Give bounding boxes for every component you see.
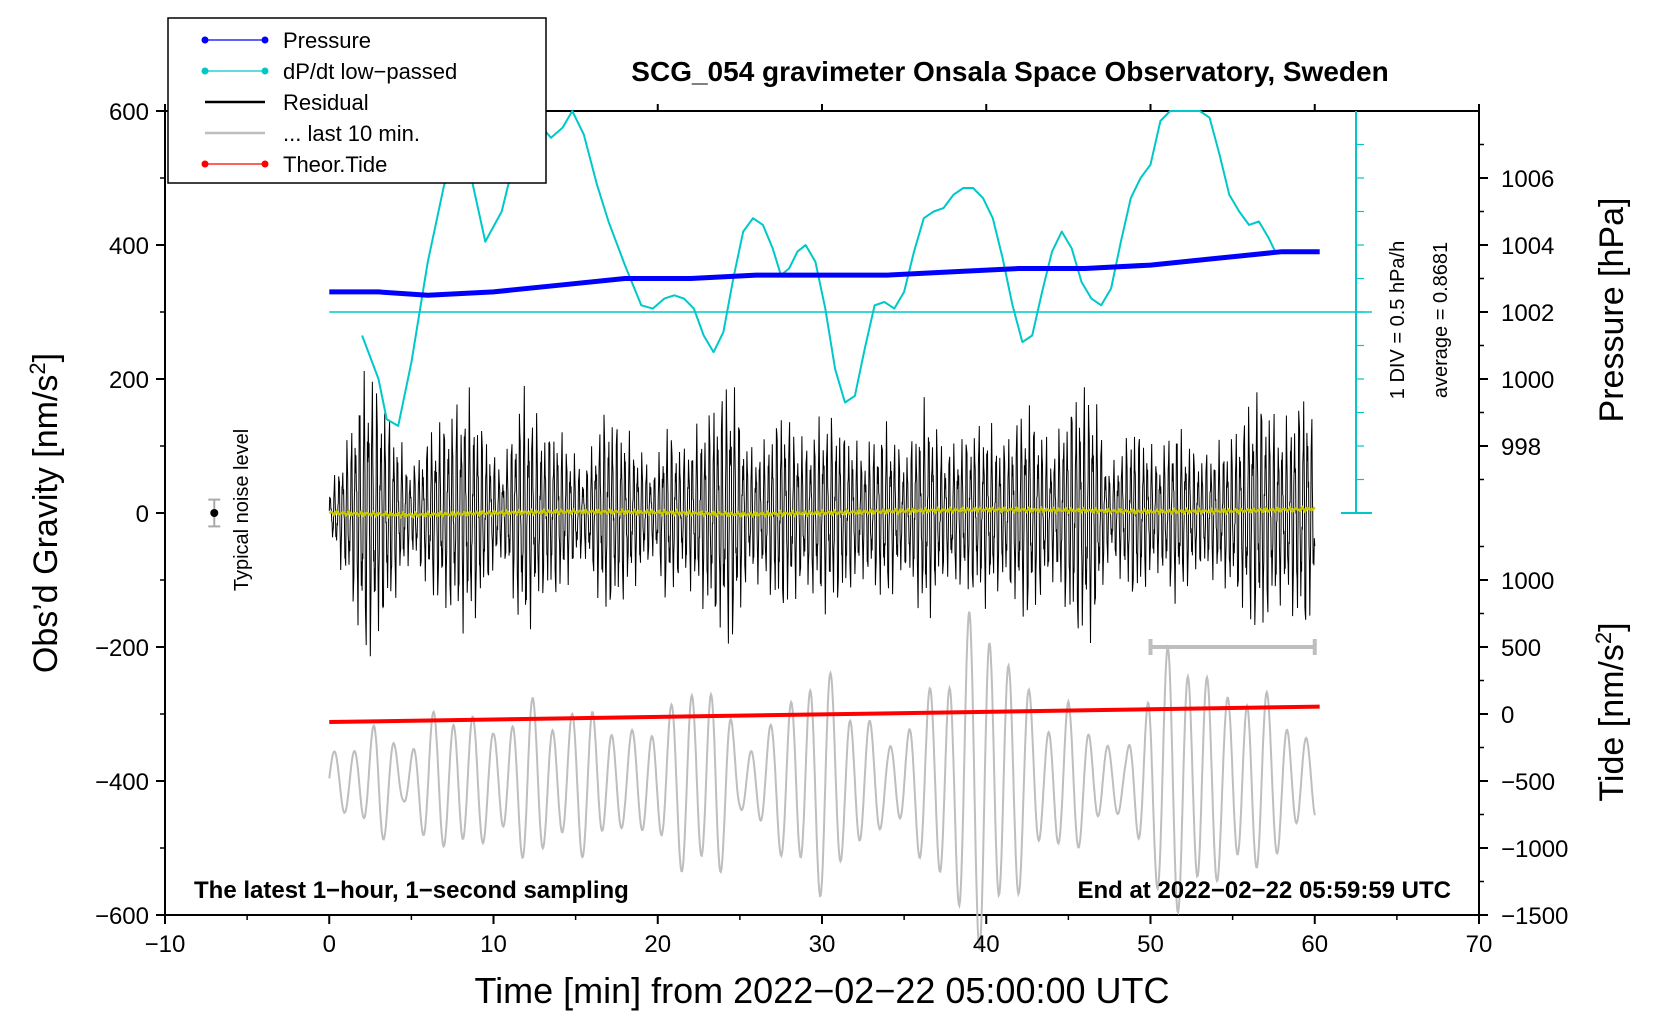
y-tick-label-4: −200	[95, 635, 149, 662]
legend-label-0: Pressure	[283, 28, 371, 53]
x-tick-label-0: −10	[145, 931, 186, 958]
dpdt-average-label: average = 0.8681	[1430, 242, 1452, 398]
x-tick-label-8: 70	[1466, 931, 1493, 958]
x-tick-label-6: 50	[1137, 931, 1164, 958]
x-tick-label-2: 10	[480, 931, 507, 958]
legend-label-1: dP/dt low−passed	[283, 59, 457, 84]
x-tick-label-7: 60	[1301, 931, 1328, 958]
pressure-tick-label-0: 1006	[1501, 166, 1554, 193]
legend-marker-left-4	[201, 160, 209, 168]
chart-title: SCG_054 gravimeter Onsala Space Observat…	[631, 56, 1388, 87]
pressure-tick-label-4: 998	[1501, 434, 1541, 461]
y-tick-label-3: 0	[136, 501, 149, 528]
pressure-line	[329, 249, 1320, 298]
pressure-axis-ticks: 1006 1004 1002 1000 998	[1479, 143, 1554, 481]
y-tick-label-1: 400	[109, 233, 149, 260]
legend-marker-right-4	[261, 160, 269, 168]
x-axis-title: Time [min] from 2022−02−22 05:00:00 UTC	[474, 970, 1169, 1011]
noise-level-label: Typical noise level	[231, 429, 253, 591]
legend-label-2: Residual	[283, 90, 369, 115]
tide-tick-label-1: 500	[1501, 635, 1541, 662]
y-axis-title: Obs’d Gravity [nm/s2]	[25, 353, 65, 673]
legend-label-4: Theor.Tide	[283, 152, 387, 177]
legend-marker-left-1	[201, 67, 209, 75]
theoretical-tide-series	[329, 704, 1320, 725]
y-tick-label-5: −400	[95, 769, 149, 796]
legend-marker-right-0	[261, 36, 269, 44]
bottom-left-note: The latest 1−hour, 1−second sampling	[194, 877, 629, 904]
pressure-axis-title: Pressure [hPa]	[1593, 198, 1631, 423]
tide-tick-label-0: 1000	[1501, 568, 1554, 595]
dpdt-lowpass-series	[329, 110, 1372, 514]
annotations	[208, 498, 1317, 655]
y-tick-label-6: −600	[95, 903, 149, 930]
residual-lowpass-series	[328, 505, 1316, 520]
legend-marker-left-0	[201, 36, 209, 44]
dpdt-line	[361, 110, 1282, 427]
last-10-min-line	[328, 611, 1316, 951]
tide-axis-title: Tide [nm/s2]	[1591, 622, 1631, 801]
x-tick-label-3: 20	[644, 931, 671, 958]
legend-marker-right-1	[261, 67, 269, 75]
dpdt-scale-label: 1 DIV = 0.5 hPa/h	[1387, 241, 1409, 399]
pressure-tick-label-2: 1002	[1501, 300, 1554, 327]
tide-tick-label-3: −500	[1501, 769, 1555, 796]
pressure-tick-label-1: 1004	[1501, 233, 1554, 260]
tide-tick-label-4: −1000	[1501, 836, 1568, 863]
legend-box	[167, 17, 547, 184]
residual-line	[328, 370, 1316, 657]
legend: Pressure dP/dt low−passed Residual ... last…	[167, 17, 547, 184]
last-10-min-series	[328, 611, 1316, 951]
noise-marker-dot	[210, 509, 219, 517]
tide-line	[329, 704, 1320, 725]
tide-axis-ticks: 1000 500 0 −500 −1000 −1500	[1479, 545, 1568, 930]
tide-tick-label-2: 0	[1501, 702, 1514, 729]
pressure-series	[329, 249, 1320, 298]
x-tick-label-5: 40	[973, 931, 1000, 958]
x-tick-label-1: 0	[323, 931, 336, 958]
residual-lowpass-line	[328, 505, 1316, 520]
x-tick-label-4: 30	[809, 931, 836, 958]
residual-series	[328, 370, 1316, 657]
y-axis-ticks: 600 400 200 0 −200 −400 −600	[95, 99, 165, 930]
pressure-tick-label-3: 1000	[1501, 367, 1554, 394]
tide-tick-label-5: −1500	[1501, 903, 1568, 930]
legend-label-3: ... last 10 min.	[283, 121, 420, 146]
y-tick-label-0: 600	[109, 99, 149, 126]
bottom-right-note: End at 2022−02−22 05:59:59 UTC	[1077, 877, 1451, 904]
y-tick-label-2: 200	[109, 367, 149, 394]
